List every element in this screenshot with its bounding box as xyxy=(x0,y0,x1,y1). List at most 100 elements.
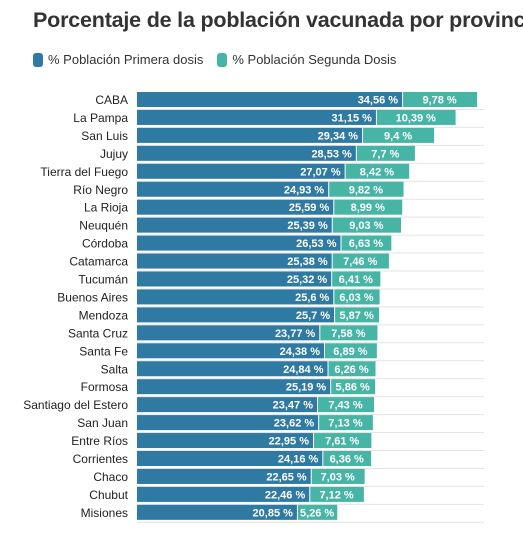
data-label-primera: 26,53 % xyxy=(296,238,337,250)
data-label-segunda: 6,63 % xyxy=(349,238,383,250)
category-label: San Luis xyxy=(81,129,128,143)
data-label-primera: 24,93 % xyxy=(284,184,325,196)
bar-primera-dosis xyxy=(137,235,341,251)
category-label: Corrientes xyxy=(73,452,128,466)
bar-segunda-dosis xyxy=(334,289,380,305)
legend: % Población Primera dosis % Población Se… xyxy=(33,52,410,67)
data-label-primera: 29,34 % xyxy=(318,130,359,142)
category-label: Tucumán xyxy=(78,273,128,287)
bar-primera-dosis xyxy=(137,289,334,305)
data-label-primera: 27,07 % xyxy=(300,166,341,178)
bar-primera-dosis xyxy=(137,486,310,502)
bar-segunda-dosis xyxy=(332,217,402,233)
bar-primera-dosis xyxy=(137,433,314,449)
data-label-primera: 24,38 % xyxy=(280,346,321,358)
category-label: Santa Cruz xyxy=(68,326,128,340)
data-label-segunda: 9,03 % xyxy=(349,220,383,232)
bar-segunda-dosis xyxy=(363,127,435,143)
bar-segunda-dosis xyxy=(324,343,377,359)
data-label-primera: 23,47 % xyxy=(273,400,314,412)
data-label-primera: 25,39 % xyxy=(287,220,328,232)
data-label-primera: 25,19 % xyxy=(286,382,327,394)
legend-swatch-segunda xyxy=(217,52,228,67)
bar-primera-dosis xyxy=(137,163,345,179)
category-label: Santiago del Estero xyxy=(23,398,128,412)
data-label-segunda: 7,03 % xyxy=(321,471,355,483)
bar-primera-dosis xyxy=(137,145,356,161)
data-label-primera: 25,32 % xyxy=(287,274,328,286)
category-label: Buenos Aires xyxy=(57,290,128,304)
data-label-primera: 31,15 % xyxy=(332,112,373,124)
bar-segunda-dosis xyxy=(319,415,373,431)
data-label-segunda: 10,39 % xyxy=(396,112,437,124)
bar-primera-dosis xyxy=(137,343,324,359)
data-label-segunda: 7,12 % xyxy=(319,489,353,501)
data-label-primera: 28,53 % xyxy=(311,148,352,160)
data-label-primera: 24,84 % xyxy=(283,364,324,376)
bar-segunda-dosis xyxy=(332,271,381,287)
bar-primera-dosis xyxy=(137,415,319,431)
category-label: Catamarca xyxy=(69,255,128,269)
chart-title: Porcentaje de la población vacunada por … xyxy=(33,8,523,32)
category-label: Formosa xyxy=(81,380,129,394)
data-label-segunda: 6,41 % xyxy=(339,274,373,286)
bar-primera-dosis xyxy=(137,504,297,520)
data-label-segunda: 5,86 % xyxy=(336,382,370,394)
data-label-segunda: 9,78 % xyxy=(422,95,456,107)
data-label-segunda: 5,26 % xyxy=(300,507,334,519)
category-label: Santa Fe xyxy=(79,344,128,358)
bar-primera-dosis xyxy=(137,92,403,107)
bar-segunda-dosis xyxy=(341,235,392,251)
data-label-primera: 25,6 % xyxy=(295,292,329,304)
bar-primera-dosis xyxy=(137,325,320,341)
data-label-primera: 24,16 % xyxy=(278,454,319,466)
legend-label-segunda: % Población Segunda Dosis xyxy=(232,52,397,67)
data-label-primera: 20,85 % xyxy=(253,507,294,519)
bar-primera-dosis xyxy=(137,379,331,395)
bar-primera-dosis xyxy=(137,253,332,269)
category-label: Córdoba xyxy=(82,237,128,251)
legend-item-segunda: % Población Segunda Dosis xyxy=(217,52,396,67)
category-label: Salta xyxy=(101,362,129,376)
bar-segunda-dosis xyxy=(297,504,338,520)
legend-swatch-primera xyxy=(33,52,43,67)
bar-primera-dosis xyxy=(137,361,328,377)
data-label-segunda: 6,89 % xyxy=(333,346,367,358)
data-label-segunda: 7,7 % xyxy=(371,148,399,160)
category-label: Río Negro xyxy=(73,183,128,197)
category-label: San Juan xyxy=(77,416,128,430)
bar-primera-dosis xyxy=(137,271,332,287)
category-label: Chubut xyxy=(89,488,128,502)
bar-segunda-dosis xyxy=(329,181,404,197)
bar-primera-dosis xyxy=(137,109,376,125)
legend-item-primera: % Población Primera dosis xyxy=(33,52,203,67)
category-label: La Pampa xyxy=(73,111,128,125)
bar-primera-dosis xyxy=(137,468,311,484)
data-label-primera: 25,7 % xyxy=(296,310,330,322)
bar-segunda-dosis xyxy=(356,145,415,161)
data-label-segunda: 7,46 % xyxy=(343,256,377,268)
data-label-primera: 22,65 % xyxy=(266,471,307,483)
data-label-segunda: 9,82 % xyxy=(349,184,383,196)
bar-primera-dosis xyxy=(137,199,334,215)
bar-segunda-dosis xyxy=(335,307,380,323)
data-label-segunda: 6,36 % xyxy=(330,454,364,466)
bar-segunda-dosis xyxy=(328,361,376,377)
bar-segunda-dosis xyxy=(331,379,376,395)
data-label-segunda: 6,03 % xyxy=(339,292,373,304)
bar-segunda-dosis xyxy=(323,451,372,466)
bar-segunda-dosis xyxy=(334,199,403,215)
data-label-primera: 23,62 % xyxy=(274,418,315,430)
data-label-segunda: 7,43 % xyxy=(328,400,362,412)
bar-segunda-dosis xyxy=(318,397,375,413)
bar-segunda-dosis xyxy=(310,486,364,502)
data-label-segunda: 5,87 % xyxy=(340,310,374,322)
category-label: Entre Ríos xyxy=(71,434,128,448)
data-label-primera: 34,56 % xyxy=(358,95,399,107)
category-label: Jujuy xyxy=(100,147,128,161)
category-label: CABA xyxy=(95,93,128,107)
category-label: Tierra del Fuego xyxy=(40,165,128,179)
legend-label-primera: % Población Primera dosis xyxy=(48,52,204,67)
bar-segunda-dosis xyxy=(332,253,389,269)
